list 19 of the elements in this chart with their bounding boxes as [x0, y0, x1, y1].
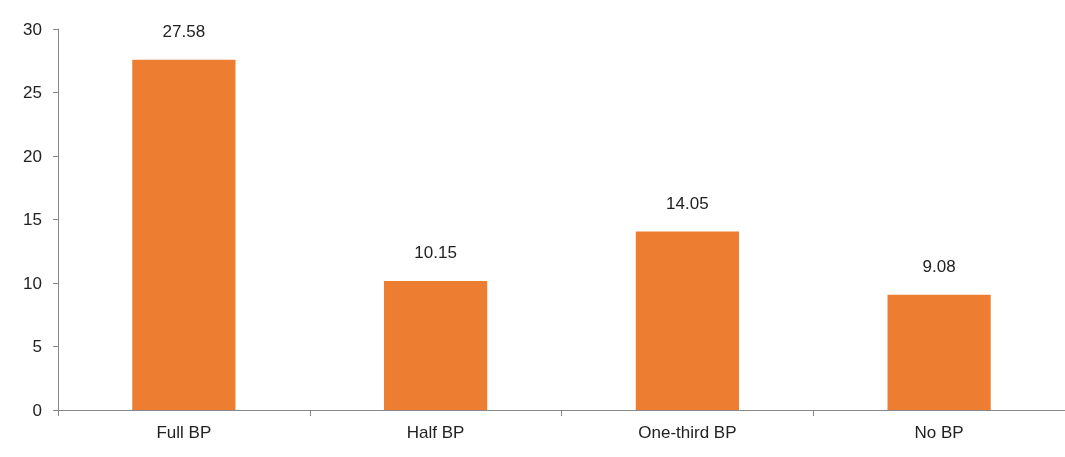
bar: [384, 281, 488, 410]
y-tick-label: 10: [23, 273, 42, 293]
x-tick-label: No BP: [914, 423, 964, 442]
bar: [635, 231, 739, 410]
data-label: 27.58: [162, 21, 206, 41]
y-tick-label: 0: [32, 400, 42, 420]
y-tick-label: 15: [23, 210, 42, 229]
bar: [887, 294, 991, 410]
data-label: 9.08: [922, 256, 956, 276]
y-tick-label: 25: [23, 83, 42, 102]
data-label: 14.05: [666, 193, 709, 213]
y-tick-label: 5: [32, 337, 42, 356]
x-tick-label: One-third BP: [638, 423, 737, 442]
x-tick-label: Half BP: [406, 423, 465, 442]
bar: [132, 59, 236, 410]
data-label: 10.15: [414, 243, 457, 263]
x-tick-label: Full BP: [156, 423, 212, 442]
y-tick-label: 30: [23, 19, 42, 39]
y-tick-label: 20: [23, 146, 42, 166]
